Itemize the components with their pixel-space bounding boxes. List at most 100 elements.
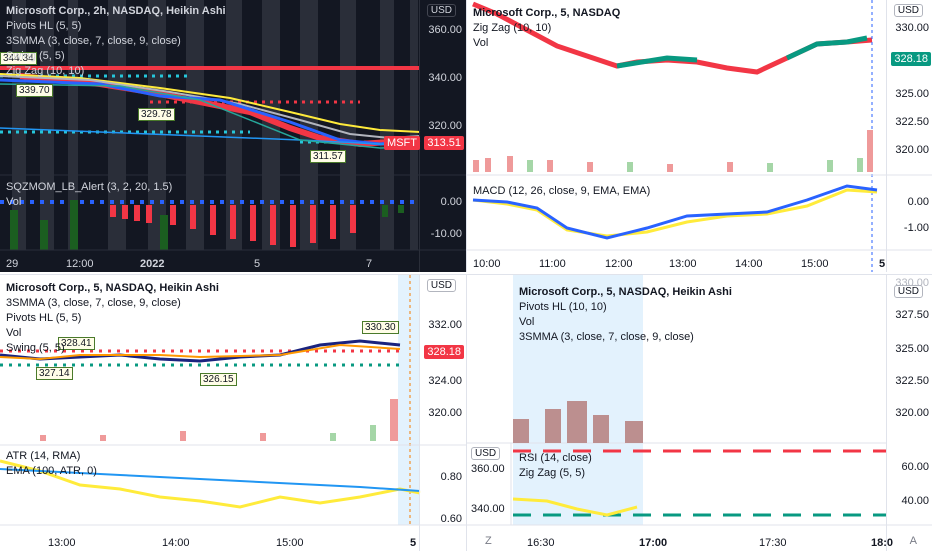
legend-p2: Microsoft Corp., 5, NASDAQ Zig Zag (10, … [473, 6, 620, 51]
legend-item[interactable]: 3SMMA (3, close, 7, close, 9, close) [6, 297, 181, 309]
currency-badge[interactable]: USD [426, 4, 456, 17]
legend-p1-sub: SQZMOM_LB_Alert (3, 2, 20, 1.5) Vol [6, 180, 172, 210]
time-tick: 14:00 [162, 537, 190, 549]
legend-title: Microsoft Corp., 5, NASDAQ, Heikin Ashi [519, 286, 732, 298]
legend-p1: Microsoft Corp., 2h, NASDAQ, Heikin Ashi… [6, 4, 226, 79]
time-tick: 17:00 [639, 537, 668, 549]
currency-badge[interactable]: USD [893, 4, 923, 17]
zoom-reset-button[interactable]: Z [485, 535, 492, 547]
osc-tick: -1.00 [903, 222, 929, 234]
time-tick: 17:30 [759, 537, 787, 549]
price-tick: 330.00 [895, 22, 929, 34]
price-tick: 360.00 [471, 463, 505, 475]
legend-p3: Microsoft Corp., 5, NASDAQ, Heikin Ashi … [6, 281, 219, 356]
legend-item[interactable]: Swing (5, 5) [6, 50, 65, 62]
legend-title: Microsoft Corp., 5, NASDAQ, Heikin Ashi [6, 282, 219, 294]
pivot-label: 326.15 [200, 373, 237, 386]
price-tick: 325.00 [895, 343, 929, 355]
legend-item[interactable]: Swing (5, 5) [6, 342, 65, 354]
legend-item[interactable]: RSI (14, close) [519, 452, 592, 464]
time-tick: 15:00 [276, 537, 304, 549]
chart-canvas-p4[interactable] [467, 275, 932, 551]
time-tick: 11:00 [539, 258, 566, 270]
chart-pane-msft-5m[interactable]: Microsoft Corp., 5, NASDAQ Zig Zag (10, … [466, 0, 932, 272]
osc-tick: 0.00 [907, 196, 929, 208]
time-tick: 5 [879, 258, 886, 270]
pivot-label: 329.78 [138, 108, 175, 121]
time-tick: 10:00 [473, 258, 501, 270]
price-tick: 340.00 [471, 503, 505, 515]
legend-item[interactable]: SQZMOM_LB_Alert (3, 2, 20, 1.5) [6, 181, 173, 193]
osc-tick: 0.60 [440, 513, 462, 525]
legend-item[interactable]: Vol [6, 327, 22, 339]
legend-item[interactable]: Pivots HL (5, 5) [6, 312, 82, 324]
price-tag: 313.51 [424, 136, 464, 150]
chart-canvas-p3[interactable] [0, 275, 466, 551]
price-tick: 320.00 [428, 407, 462, 419]
price-tick: 340.00 [428, 72, 462, 84]
price-tick: 332.00 [428, 319, 462, 331]
legend-title: Microsoft Corp., 5, NASDAQ [473, 7, 621, 19]
symbol-tag: MSFT [384, 136, 420, 150]
auto-scale-button[interactable]: A [909, 535, 917, 547]
price-tick: 320.00 [428, 120, 462, 132]
pivot-label: 330.30 [362, 321, 399, 334]
legend-p2-sub: MACD (12, 26, close, 9, EMA, EMA) [473, 184, 650, 199]
chart-canvas-p1[interactable] [0, 0, 466, 272]
legend-item[interactable]: 3SMMA (3, close, 7, close, 9, close) [519, 331, 694, 343]
osc-tick: 40.00 [901, 495, 929, 507]
pivot-label: 327.14 [36, 367, 73, 380]
currency-badge[interactable]: USD [471, 447, 501, 460]
left-axis-p4[interactable]: USD 360.00 340.00 [467, 443, 511, 525]
legend-item[interactable]: Vol [6, 196, 22, 208]
time-tick: 29 [6, 258, 19, 270]
time-tick: 18:0 [871, 537, 894, 549]
legend-item[interactable]: MACD (12, 26, close, 9, EMA, EMA) [473, 185, 651, 197]
price-axis-p1[interactable]: USD 360.00 340.00 320.00 313.51 0.00 -10… [419, 0, 466, 272]
legend-p3-sub: ATR (14, RMA) EMA (100, ATR, 0) [6, 449, 97, 479]
price-tick: 320.00 [895, 407, 929, 419]
time-tick: 14:00 [735, 258, 763, 270]
time-tick: 13:00 [669, 258, 697, 270]
legend-item[interactable]: Pivots HL (5, 5) [6, 20, 82, 32]
price-axis-p4[interactable]: 330.00 USD 327.50 325.00 322.50 320.00 6… [886, 275, 932, 551]
legend-p4-sub: RSI (14, close) Zig Zag (5, 5) [519, 451, 592, 481]
chart-pane-msft-5m-ha-2[interactable]: Microsoft Corp., 5, NASDAQ, Heikin Ashi … [466, 274, 932, 551]
osc-tick: 0.00 [440, 196, 462, 208]
pivot-label: 339.70 [16, 84, 53, 97]
legend-item[interactable]: Zig Zag (10, 10) [473, 22, 552, 34]
legend-item[interactable]: Vol [519, 316, 535, 328]
price-tick: 322.50 [895, 116, 929, 128]
pivot-label: 328.41 [58, 337, 95, 350]
time-tick: 12:00 [605, 258, 633, 270]
time-tick: 12:00 [66, 258, 94, 270]
legend-item[interactable]: Zig Zag (10, 10) [6, 65, 85, 77]
chart-pane-msft-2h[interactable]: Microsoft Corp., 2h, NASDAQ, Heikin Ashi… [0, 0, 466, 272]
price-tick: 320.00 [895, 144, 929, 156]
osc-tick: 60.00 [901, 461, 929, 473]
price-tick: 322.50 [895, 375, 929, 387]
time-tick: 2022 [140, 258, 165, 270]
price-tick: 327.50 [895, 309, 929, 321]
price-tick: 325.00 [895, 88, 929, 100]
price-axis-p2[interactable]: USD 330.00 328.18 325.00 322.50 320.00 0… [886, 0, 932, 272]
legend-title: Microsoft Corp., 2h, NASDAQ, Heikin Ashi [6, 5, 226, 17]
time-tick: 7 [366, 258, 373, 270]
chart-canvas-p2[interactable] [467, 0, 932, 272]
price-axis-p3[interactable]: USD 332.00 328.18 324.00 320.00 0.80 0.6… [419, 275, 466, 551]
legend-item[interactable]: Zig Zag (5, 5) [519, 467, 586, 479]
chart-pane-msft-5m-ha[interactable]: Microsoft Corp., 5, NASDAQ, Heikin Ashi … [0, 274, 466, 551]
price-tag: 328.18 [424, 345, 464, 359]
legend-item[interactable]: Pivots HL (10, 10) [519, 301, 607, 313]
price-tick: 360.00 [428, 24, 462, 36]
currency-badge[interactable]: USD [893, 285, 923, 298]
time-tick: 5 [254, 258, 261, 270]
legend-item[interactable]: EMA (100, ATR, 0) [6, 465, 97, 477]
legend-item[interactable]: ATR (14, RMA) [6, 450, 81, 462]
legend-item[interactable]: 3SMMA (3, close, 7, close, 9, close) [6, 35, 181, 47]
pivot-label: 344.34 [0, 52, 37, 65]
currency-badge[interactable]: USD [426, 279, 456, 292]
time-tick: 13:00 [48, 537, 76, 549]
legend-item[interactable]: Vol [473, 37, 489, 49]
legend-p4: Microsoft Corp., 5, NASDAQ, Heikin Ashi … [519, 285, 732, 345]
